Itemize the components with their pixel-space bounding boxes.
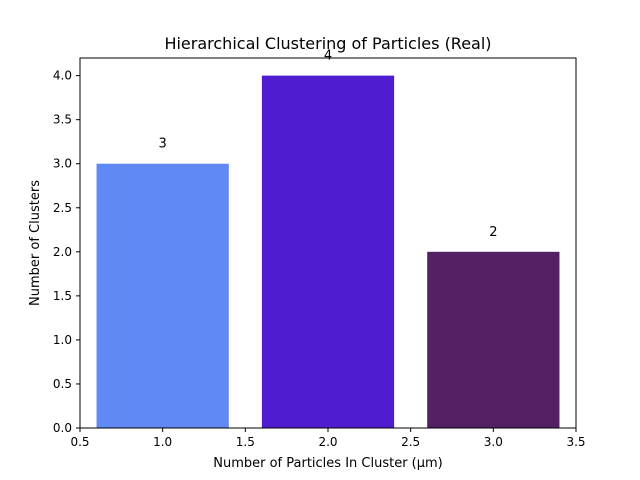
x-tick-label: 0.5: [70, 435, 89, 449]
bar-labels-group: 3 4 2: [159, 49, 498, 240]
bar: [261, 75, 395, 428]
bar: [427, 251, 560, 428]
x-tick-label: 3.5: [566, 435, 585, 449]
x-tick-label: 2.5: [401, 435, 420, 449]
bars-group: [96, 75, 560, 428]
x-tick-label: 1.0: [153, 435, 172, 449]
y-axis: 0.0 0.5 1.0 1.5 2.0 2.5 3.0 3.5 4.0: [53, 69, 80, 435]
x-tick-label: 3.0: [484, 435, 503, 449]
x-tick-label: 2.0: [318, 435, 337, 449]
x-tick-label: 1.5: [236, 435, 255, 449]
y-tick-label: 2.0: [53, 245, 72, 259]
y-tick-label: 3.0: [53, 157, 72, 171]
y-tick-label: 2.5: [53, 201, 72, 215]
bar-value-label: 3: [159, 137, 167, 152]
y-tick-label: 1.5: [53, 289, 72, 303]
y-tick-label: 3.5: [53, 113, 72, 127]
chart-title: Hierarchical Clustering of Particles (Re…: [164, 34, 491, 53]
bar: [96, 163, 229, 428]
bar-value-label: 4: [324, 49, 332, 64]
bar-value-label: 2: [489, 225, 497, 240]
y-tick-label: 4.0: [53, 69, 72, 83]
y-axis-label: Number of Clusters: [28, 180, 43, 306]
x-axis: 0.5 1.0 1.5 2.0 2.5 3.0 3.5: [70, 428, 586, 449]
y-tick-label: 1.0: [53, 333, 72, 347]
y-tick-label: 0.5: [53, 377, 72, 391]
x-axis-label: Number of Particles In Cluster (µm): [213, 456, 443, 471]
y-tick-label: 0.0: [53, 421, 72, 435]
